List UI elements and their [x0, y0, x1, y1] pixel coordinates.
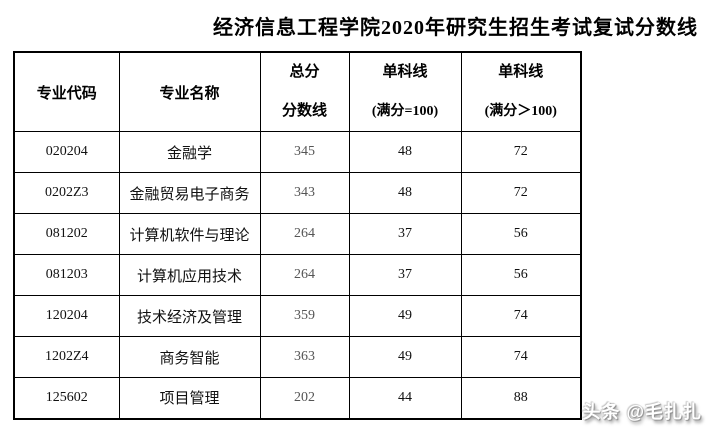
table-row: 081203 计算机应用技术 264 37 56: [13, 254, 582, 296]
cell-total-score: 264: [259, 254, 350, 296]
cell-single-eq100: 37: [348, 254, 462, 296]
table-header-row: 专业代码 专业名称 总分 分数线 单科线 (满分=100) 单科线 (满分＞10…: [13, 51, 582, 132]
table-row: 020204 金融学 345 48 72: [13, 131, 582, 173]
header-major-code: 专业代码: [13, 51, 120, 132]
cell-major-code: 081202: [13, 213, 120, 255]
cell-single-gt100: 72: [460, 131, 582, 173]
cell-major-code: 081203: [13, 254, 120, 296]
cell-major-name: 商务智能: [118, 336, 261, 378]
cell-single-gt100: 74: [460, 336, 582, 378]
cell-major-code: 1202Z4: [13, 336, 120, 378]
cell-major-code: 125602: [13, 377, 120, 419]
cell-single-gt100: 56: [460, 254, 582, 296]
cell-total-score: 202: [259, 377, 350, 419]
cell-single-gt100: 88: [460, 377, 582, 419]
page-title: 经济信息工程学院2020年研究生招生考试复试分数线: [213, 17, 698, 39]
cell-total-score: 343: [259, 172, 350, 214]
cell-major-name: 计算机应用技术: [118, 254, 261, 296]
table-row: 0202Z3 金融贸易电子商务 343 48 72: [13, 172, 582, 214]
cell-major-code: 0202Z3: [13, 172, 120, 214]
cell-single-eq100: 49: [348, 336, 462, 378]
table-row: 125602 项目管理 202 44 88: [13, 377, 582, 419]
cell-single-eq100: 44: [348, 377, 462, 419]
header-single-subject-eq100: 单科线 (满分=100): [348, 51, 462, 132]
cell-single-eq100: 49: [348, 295, 462, 337]
table-row: 081202 计算机软件与理论 264 37 56: [13, 213, 582, 255]
score-table: 专业代码 专业名称 总分 分数线 单科线 (满分=100) 单科线 (满分＞10…: [13, 51, 582, 420]
cell-single-gt100: 74: [460, 295, 582, 337]
table-row: 120204 技术经济及管理 359 49 74: [13, 295, 582, 337]
cell-single-gt100: 72: [460, 172, 582, 214]
cell-major-name: 计算机软件与理论: [118, 213, 261, 255]
cell-major-name: 技术经济及管理: [118, 295, 261, 337]
cell-major-code: 120204: [13, 295, 120, 337]
header-single-eq-line1: 单科线: [382, 64, 428, 80]
cell-single-gt100: 56: [460, 213, 582, 255]
cell-single-eq100: 48: [348, 131, 462, 173]
cell-total-score: 264: [259, 213, 350, 255]
header-total-line2: 分数线: [281, 103, 327, 119]
cell-major-name: 金融贸易电子商务: [118, 172, 261, 214]
cell-major-code: 020204: [13, 131, 120, 173]
header-single-gt-line2: (满分＞100): [484, 104, 557, 119]
cell-total-score: 363: [259, 336, 350, 378]
header-single-gt-line1: 单科线: [498, 64, 544, 80]
cell-single-eq100: 48: [348, 172, 462, 214]
cell-major-name: 项目管理: [118, 377, 261, 419]
header-total-score-line: 总分 分数线: [259, 51, 350, 132]
header-major-name: 专业名称: [118, 51, 261, 132]
table-row: 1202Z4 商务智能 363 49 74: [13, 336, 582, 378]
watermark: 头条 @毛扎扎: [582, 402, 702, 422]
header-single-subject-gt100: 单科线 (满分＞100): [460, 51, 582, 132]
header-single-eq-line2: (满分=100): [371, 104, 439, 119]
cell-total-score: 359: [259, 295, 350, 337]
cell-major-name: 金融学: [118, 131, 261, 173]
cell-total-score: 345: [259, 131, 350, 173]
cell-single-eq100: 37: [348, 213, 462, 255]
header-total-line1: 总分: [289, 64, 320, 80]
